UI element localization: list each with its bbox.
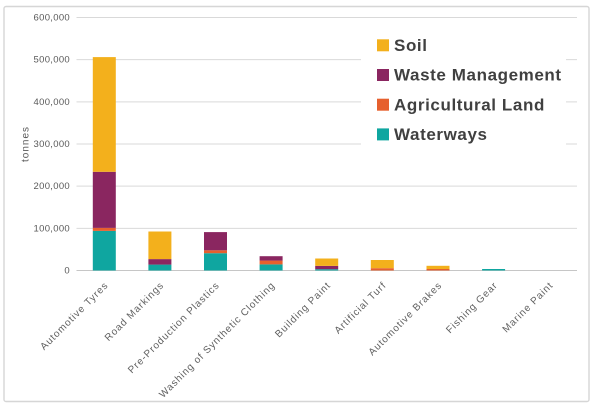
svg-text:500,000: 500,000 bbox=[34, 55, 70, 66]
svg-text:Waterways: Waterways bbox=[394, 125, 488, 144]
svg-text:Waste Management: Waste Management bbox=[394, 66, 562, 85]
svg-text:200,000: 200,000 bbox=[34, 181, 70, 192]
svg-text:300,000: 300,000 bbox=[34, 139, 70, 150]
svg-text:Agricultural Land: Agricultural Land bbox=[394, 95, 545, 114]
svg-text:Soil: Soil bbox=[394, 36, 428, 55]
svg-text:tonnes: tonnes bbox=[21, 126, 32, 162]
svg-text:600,000: 600,000 bbox=[34, 13, 70, 24]
svg-text:400,000: 400,000 bbox=[34, 97, 70, 108]
svg-text:100,000: 100,000 bbox=[34, 223, 70, 234]
svg-text:0: 0 bbox=[64, 266, 70, 277]
